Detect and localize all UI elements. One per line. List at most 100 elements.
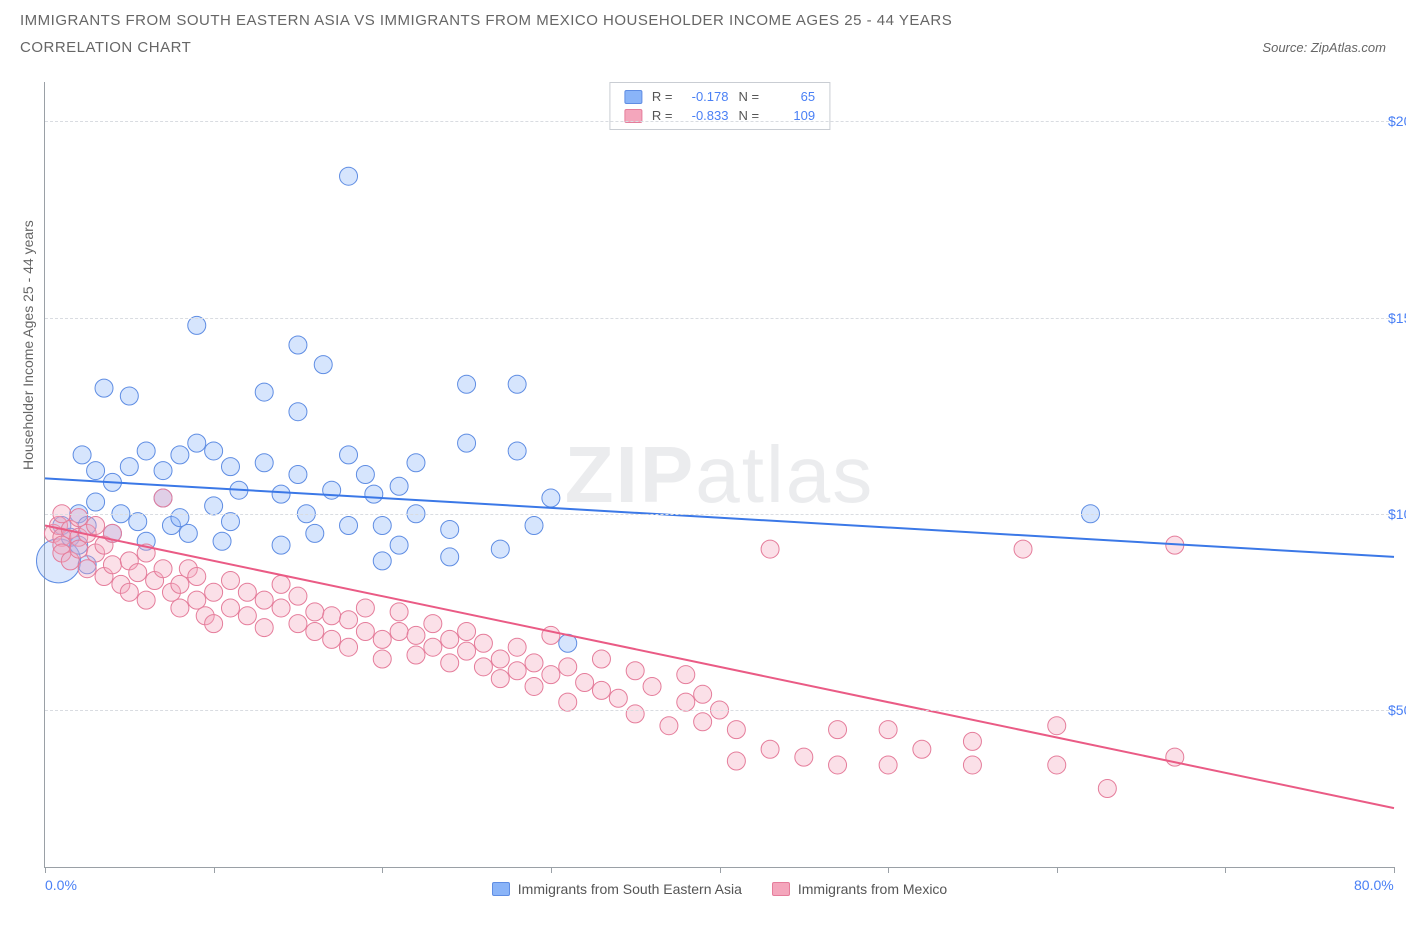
data-point [1048, 756, 1066, 774]
data-point [407, 626, 425, 644]
data-point [78, 560, 96, 578]
data-point [441, 630, 459, 648]
data-point [120, 387, 138, 405]
data-point [508, 442, 526, 460]
data-point [963, 756, 981, 774]
data-point [592, 650, 610, 668]
swatch-bottom-1 [492, 882, 510, 896]
subtitle-row: CORRELATION CHART Source: ZipAtlas.com [0, 33, 1406, 66]
data-point [424, 615, 442, 633]
data-point [390, 536, 408, 554]
data-point [373, 517, 391, 535]
data-point [576, 674, 594, 692]
legend-row-series-1: R = -0.178 N = 65 [624, 87, 815, 106]
data-point [474, 658, 492, 676]
data-point [407, 454, 425, 472]
data-point [677, 693, 695, 711]
data-point [542, 489, 560, 507]
data-point [340, 446, 358, 464]
x-tick [382, 867, 383, 873]
data-point [525, 517, 543, 535]
data-point [205, 442, 223, 460]
data-point [356, 466, 374, 484]
data-point [272, 536, 290, 554]
data-point [356, 599, 374, 617]
trend-line [45, 478, 1394, 557]
data-point [179, 524, 197, 542]
data-point [559, 658, 577, 676]
data-point [356, 623, 374, 641]
data-point [1098, 780, 1116, 798]
data-point [205, 583, 223, 601]
x-tick-label: 0.0% [45, 877, 77, 893]
data-point [171, 599, 189, 617]
data-point [205, 615, 223, 633]
data-point [221, 513, 239, 531]
plot-area: ZIPatlas R = -0.178 N = 65 R = -0.833 N … [44, 82, 1394, 868]
x-tick [888, 867, 889, 873]
data-point [525, 654, 543, 672]
data-point [137, 591, 155, 609]
data-point [1014, 540, 1032, 558]
data-point [171, 575, 189, 593]
data-point [373, 650, 391, 668]
data-point [424, 638, 442, 656]
data-point [373, 552, 391, 570]
data-point [255, 591, 273, 609]
data-point [441, 548, 459, 566]
data-point [171, 509, 189, 527]
data-point [306, 603, 324, 621]
data-point [879, 756, 897, 774]
data-point [542, 666, 560, 684]
data-point [137, 442, 155, 460]
x-tick [720, 867, 721, 873]
x-tick [1057, 867, 1058, 873]
data-point [829, 756, 847, 774]
data-point [373, 630, 391, 648]
data-point [272, 485, 290, 503]
data-point [913, 740, 931, 758]
trend-line [45, 526, 1394, 809]
y-tick-label: $150,000 [1388, 310, 1406, 326]
data-point [323, 481, 341, 499]
data-point [120, 583, 138, 601]
data-point [154, 462, 172, 480]
x-tick [214, 867, 215, 873]
data-point [70, 540, 88, 558]
data-point [289, 615, 307, 633]
data-point [508, 662, 526, 680]
source-value: ZipAtlas.com [1311, 40, 1386, 55]
data-point [323, 607, 341, 625]
data-point [272, 599, 290, 617]
data-point [458, 375, 476, 393]
legend-item-series-2: Immigrants from Mexico [772, 881, 947, 897]
data-point [87, 462, 105, 480]
data-point [238, 607, 256, 625]
data-point [87, 517, 105, 535]
data-point [205, 497, 223, 515]
data-point [491, 650, 509, 668]
x-tick [1394, 867, 1395, 873]
data-point [289, 587, 307, 605]
data-point [609, 689, 627, 707]
correlation-legend: R = -0.178 N = 65 R = -0.833 N = 109 [609, 82, 830, 130]
data-point [441, 520, 459, 538]
data-point [727, 752, 745, 770]
data-point [542, 626, 560, 644]
data-point [727, 721, 745, 739]
y-tick-label: $200,000 [1388, 113, 1406, 129]
chart-title: IMMIGRANTS FROM SOUTH EASTERN ASIA VS IM… [0, 0, 1406, 33]
r-value-1: -0.178 [683, 89, 729, 104]
data-point [314, 356, 332, 374]
data-point [129, 513, 147, 531]
x-tick [551, 867, 552, 873]
data-point [559, 693, 577, 711]
data-point [272, 575, 290, 593]
data-point [592, 681, 610, 699]
legend-item-series-1: Immigrants from South Eastern Asia [492, 881, 742, 897]
data-point [289, 466, 307, 484]
data-point [221, 571, 239, 589]
x-tick [45, 867, 46, 873]
source-attribution: Source: ZipAtlas.com [1262, 40, 1386, 55]
data-point [255, 619, 273, 637]
